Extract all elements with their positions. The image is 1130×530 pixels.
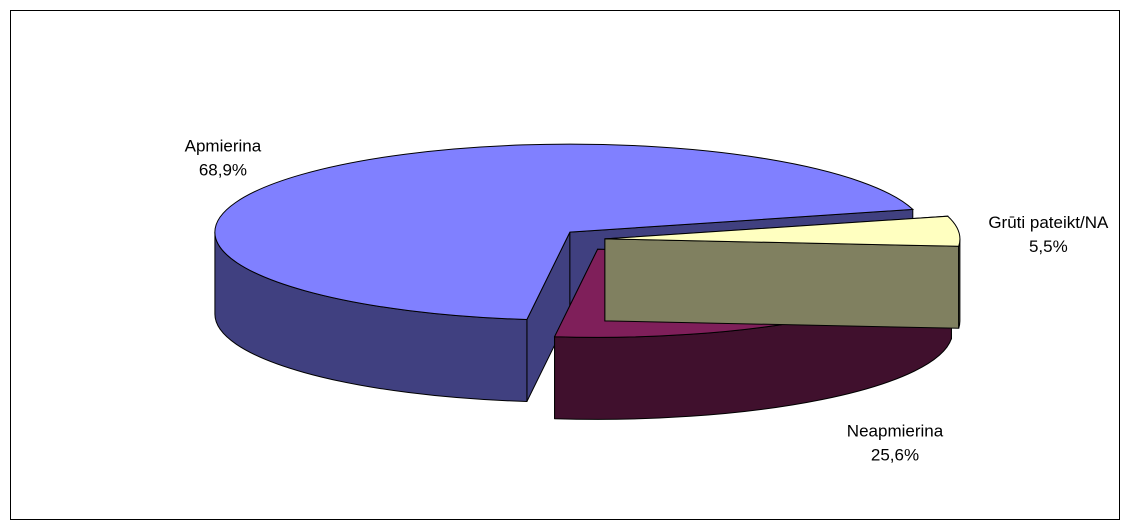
data-label: Apmierina 68,9%	[185, 136, 262, 179]
slice-wall	[958, 238, 961, 329]
value-label: 25,6%	[871, 446, 919, 465]
data-label: Neapmierina 25,6%	[847, 422, 944, 465]
slice	[604, 215, 961, 247]
category-label: Grūti pateikt/NA	[988, 213, 1109, 232]
value-label: 5,5%	[1029, 237, 1068, 256]
slice-side	[604, 238, 960, 329]
value-label: 68,9%	[199, 160, 247, 179]
category-label: Apmierina	[185, 136, 262, 155]
data-label: Grūti pateikt/NA 5,5%	[988, 213, 1109, 256]
category-label: Neapmierina	[847, 422, 944, 441]
slice	[214, 143, 914, 321]
